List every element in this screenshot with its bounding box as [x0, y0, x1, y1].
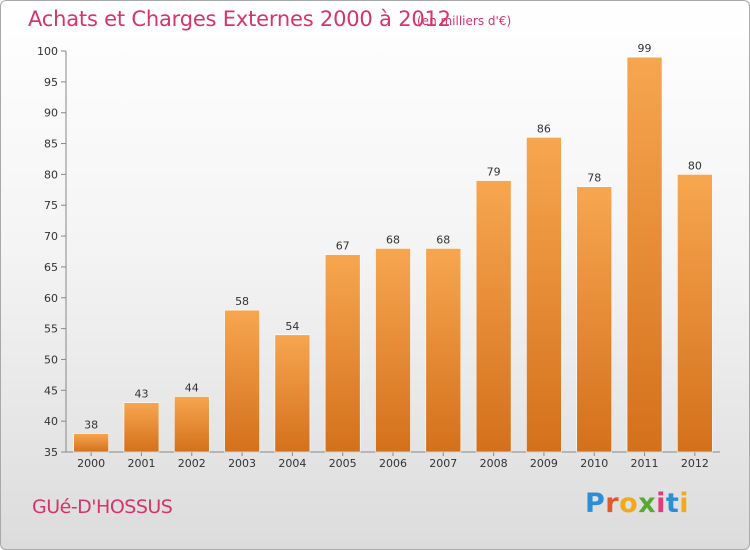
- bar: [677, 174, 713, 453]
- bar-value-label: 43: [134, 388, 148, 401]
- x-tick-label: 2001: [127, 457, 155, 470]
- y-tick-label: 60: [44, 292, 58, 305]
- bar-value-label: 86: [537, 122, 551, 135]
- proxiti-logo: Proxiti: [585, 488, 689, 519]
- x-tick-label: 2002: [178, 457, 206, 470]
- x-tick-label: 2011: [631, 457, 659, 470]
- bar: [173, 396, 210, 453]
- bar-value-label: 58: [235, 295, 249, 308]
- logo-letter: r: [605, 488, 620, 519]
- logo-letter: x: [638, 488, 657, 519]
- commune-name: GUé-D'HOSSUS: [32, 496, 173, 518]
- x-tick-label: 2008: [480, 457, 508, 470]
- y-tick-label: 55: [44, 323, 58, 336]
- logo-letter: i: [656, 488, 666, 519]
- bar-value-label: 68: [386, 233, 400, 246]
- y-tick-label: 45: [44, 384, 58, 397]
- y-tick-label: 75: [44, 199, 58, 212]
- y-tick-label: 90: [44, 107, 58, 120]
- y-tick-label: 35: [44, 446, 58, 459]
- y-tick-label: 100: [37, 45, 58, 58]
- bar: [626, 56, 663, 453]
- y-tick-label: 70: [44, 230, 58, 243]
- x-tick-label: 2004: [278, 457, 306, 470]
- bar: [324, 254, 361, 453]
- x-tick-label: 2012: [681, 457, 709, 470]
- bar: [475, 180, 512, 453]
- y-tick-label: 50: [44, 353, 58, 366]
- bar-value-label: 68: [436, 233, 450, 246]
- x-tick-label: 2010: [580, 457, 608, 470]
- x-tick-label: 2006: [379, 457, 407, 470]
- bar-value-label: 44: [185, 381, 199, 394]
- bar: [224, 309, 260, 453]
- x-tick-label: 2005: [329, 457, 357, 470]
- bar: [123, 402, 160, 453]
- y-tick-label: 80: [44, 168, 58, 181]
- bar: [526, 137, 562, 453]
- y-tick-label: 85: [44, 138, 58, 151]
- bar-value-label: 67: [336, 240, 350, 253]
- x-tick-label: 2003: [228, 457, 256, 470]
- bar: [576, 186, 613, 453]
- bar: [73, 433, 109, 453]
- bar-value-label: 99: [638, 42, 652, 55]
- logo-letter: t: [665, 488, 680, 519]
- bar-value-label: 54: [285, 320, 299, 333]
- chart-title: Achats et Charges Externes 2000 à 2012: [28, 7, 451, 31]
- bar: [425, 248, 462, 453]
- bar-value-label: 80: [688, 159, 702, 172]
- bar: [274, 334, 311, 453]
- x-tick-label: 2009: [530, 457, 558, 470]
- y-tick-label: 65: [44, 261, 58, 274]
- x-tick-label: 2007: [429, 457, 457, 470]
- logo-letter: i: [679, 488, 690, 519]
- y-tick-label: 95: [44, 76, 58, 89]
- bar-value-label: 78: [587, 172, 601, 185]
- bar-value-label: 79: [487, 166, 501, 179]
- chart-subtitle: (en milliers d'€): [417, 14, 512, 28]
- logo-letter: P: [585, 488, 606, 519]
- x-tick-label: 2000: [77, 457, 105, 470]
- y-tick-label: 40: [44, 415, 58, 428]
- bar: [375, 248, 411, 453]
- bar-value-label: 38: [84, 418, 98, 431]
- logo-letter: o: [619, 488, 639, 519]
